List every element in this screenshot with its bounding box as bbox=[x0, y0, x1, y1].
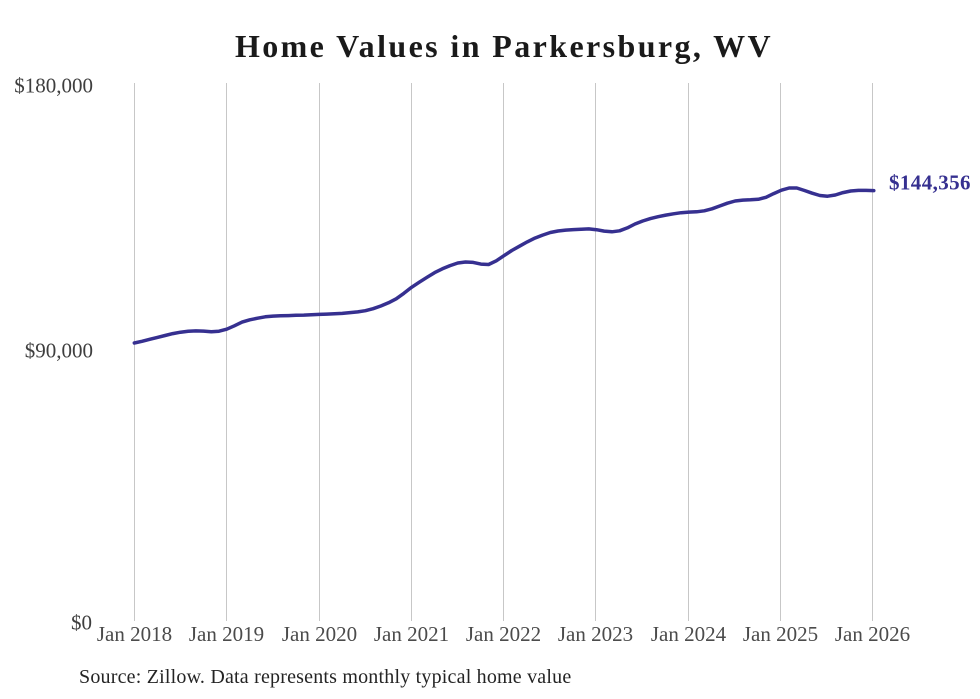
svg-text:Jan 2018: Jan 2018 bbox=[97, 622, 172, 646]
svg-text:Jan 2023: Jan 2023 bbox=[558, 622, 633, 646]
svg-text:Jan 2020: Jan 2020 bbox=[282, 622, 357, 646]
svg-text:Home Values in Parkersburg, WV: Home Values in Parkersburg, WV bbox=[235, 28, 773, 64]
svg-text:Jan 2021: Jan 2021 bbox=[374, 622, 449, 646]
svg-text:Jan 2025: Jan 2025 bbox=[743, 622, 818, 646]
svg-text:$144,356: $144,356 bbox=[889, 171, 971, 195]
svg-text:Jan 2026: Jan 2026 bbox=[835, 622, 910, 646]
svg-text:Source: Zillow. Data represent: Source: Zillow. Data represents monthly … bbox=[79, 666, 571, 688]
svg-text:Jan 2019: Jan 2019 bbox=[189, 622, 264, 646]
svg-text:$0: $0 bbox=[71, 611, 92, 635]
svg-text:$180,000: $180,000 bbox=[14, 74, 93, 98]
svg-text:Jan 2024: Jan 2024 bbox=[651, 622, 727, 646]
svg-text:Jan 2022: Jan 2022 bbox=[466, 622, 541, 646]
svg-text:$90,000: $90,000 bbox=[25, 339, 93, 363]
